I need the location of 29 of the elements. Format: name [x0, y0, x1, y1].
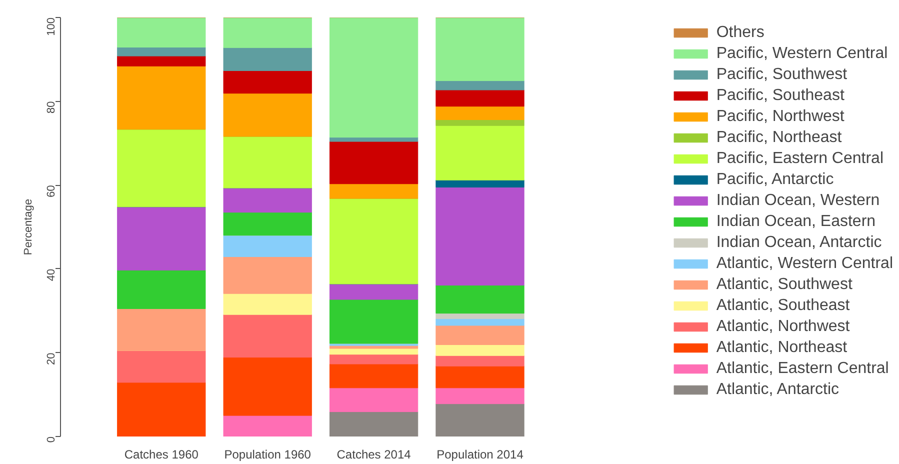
- legend-label: Pacific, Southwest: [716, 65, 848, 84]
- legend-label: Pacific, Eastern Central: [716, 149, 884, 168]
- x-tick-label: Catches 1960: [124, 448, 199, 462]
- y-tick-label: 20: [46, 352, 58, 365]
- y-axis-title: Percentage: [22, 198, 34, 256]
- legend-label: Pacific, Antarctic: [716, 170, 834, 189]
- legend-label: Atlantic, Southeast: [716, 296, 850, 315]
- legend-label: Atlantic, Northeast: [716, 338, 848, 357]
- legend-label: Indian Ocean, Eastern: [716, 212, 876, 231]
- y-tick-label: 0: [46, 436, 58, 443]
- legend-label: Atlantic, Southwest: [716, 275, 852, 294]
- legend-label: Indian Ocean, Antarctic: [716, 233, 882, 252]
- legend-label: Indian Ocean, Western: [716, 191, 880, 210]
- legend-label: Pacific, Western Central: [716, 44, 888, 63]
- y-tick-label: 100: [46, 17, 58, 36]
- legend-label: Pacific, Northeast: [716, 128, 842, 147]
- x-tick-label: Population 1960: [224, 448, 312, 462]
- legend-label: Atlantic, Eastern Central: [716, 359, 889, 378]
- legend-label: Others: [716, 23, 764, 42]
- legend-label: Atlantic, Antarctic: [716, 380, 840, 399]
- legend-label: Pacific, Southeast: [716, 86, 844, 105]
- y-tick-label: 80: [46, 101, 58, 114]
- legend-label: Atlantic, Northwest: [716, 317, 850, 336]
- legend-label: Pacific, Northwest: [716, 107, 844, 126]
- x-tick-label: Catches 2014: [336, 448, 412, 462]
- x-tick-label: Population 2014: [436, 448, 524, 462]
- y-tick-label: 60: [46, 185, 58, 198]
- y-tick-label: 40: [46, 268, 58, 282]
- legend-label: Atlantic, Western Central: [716, 254, 893, 273]
